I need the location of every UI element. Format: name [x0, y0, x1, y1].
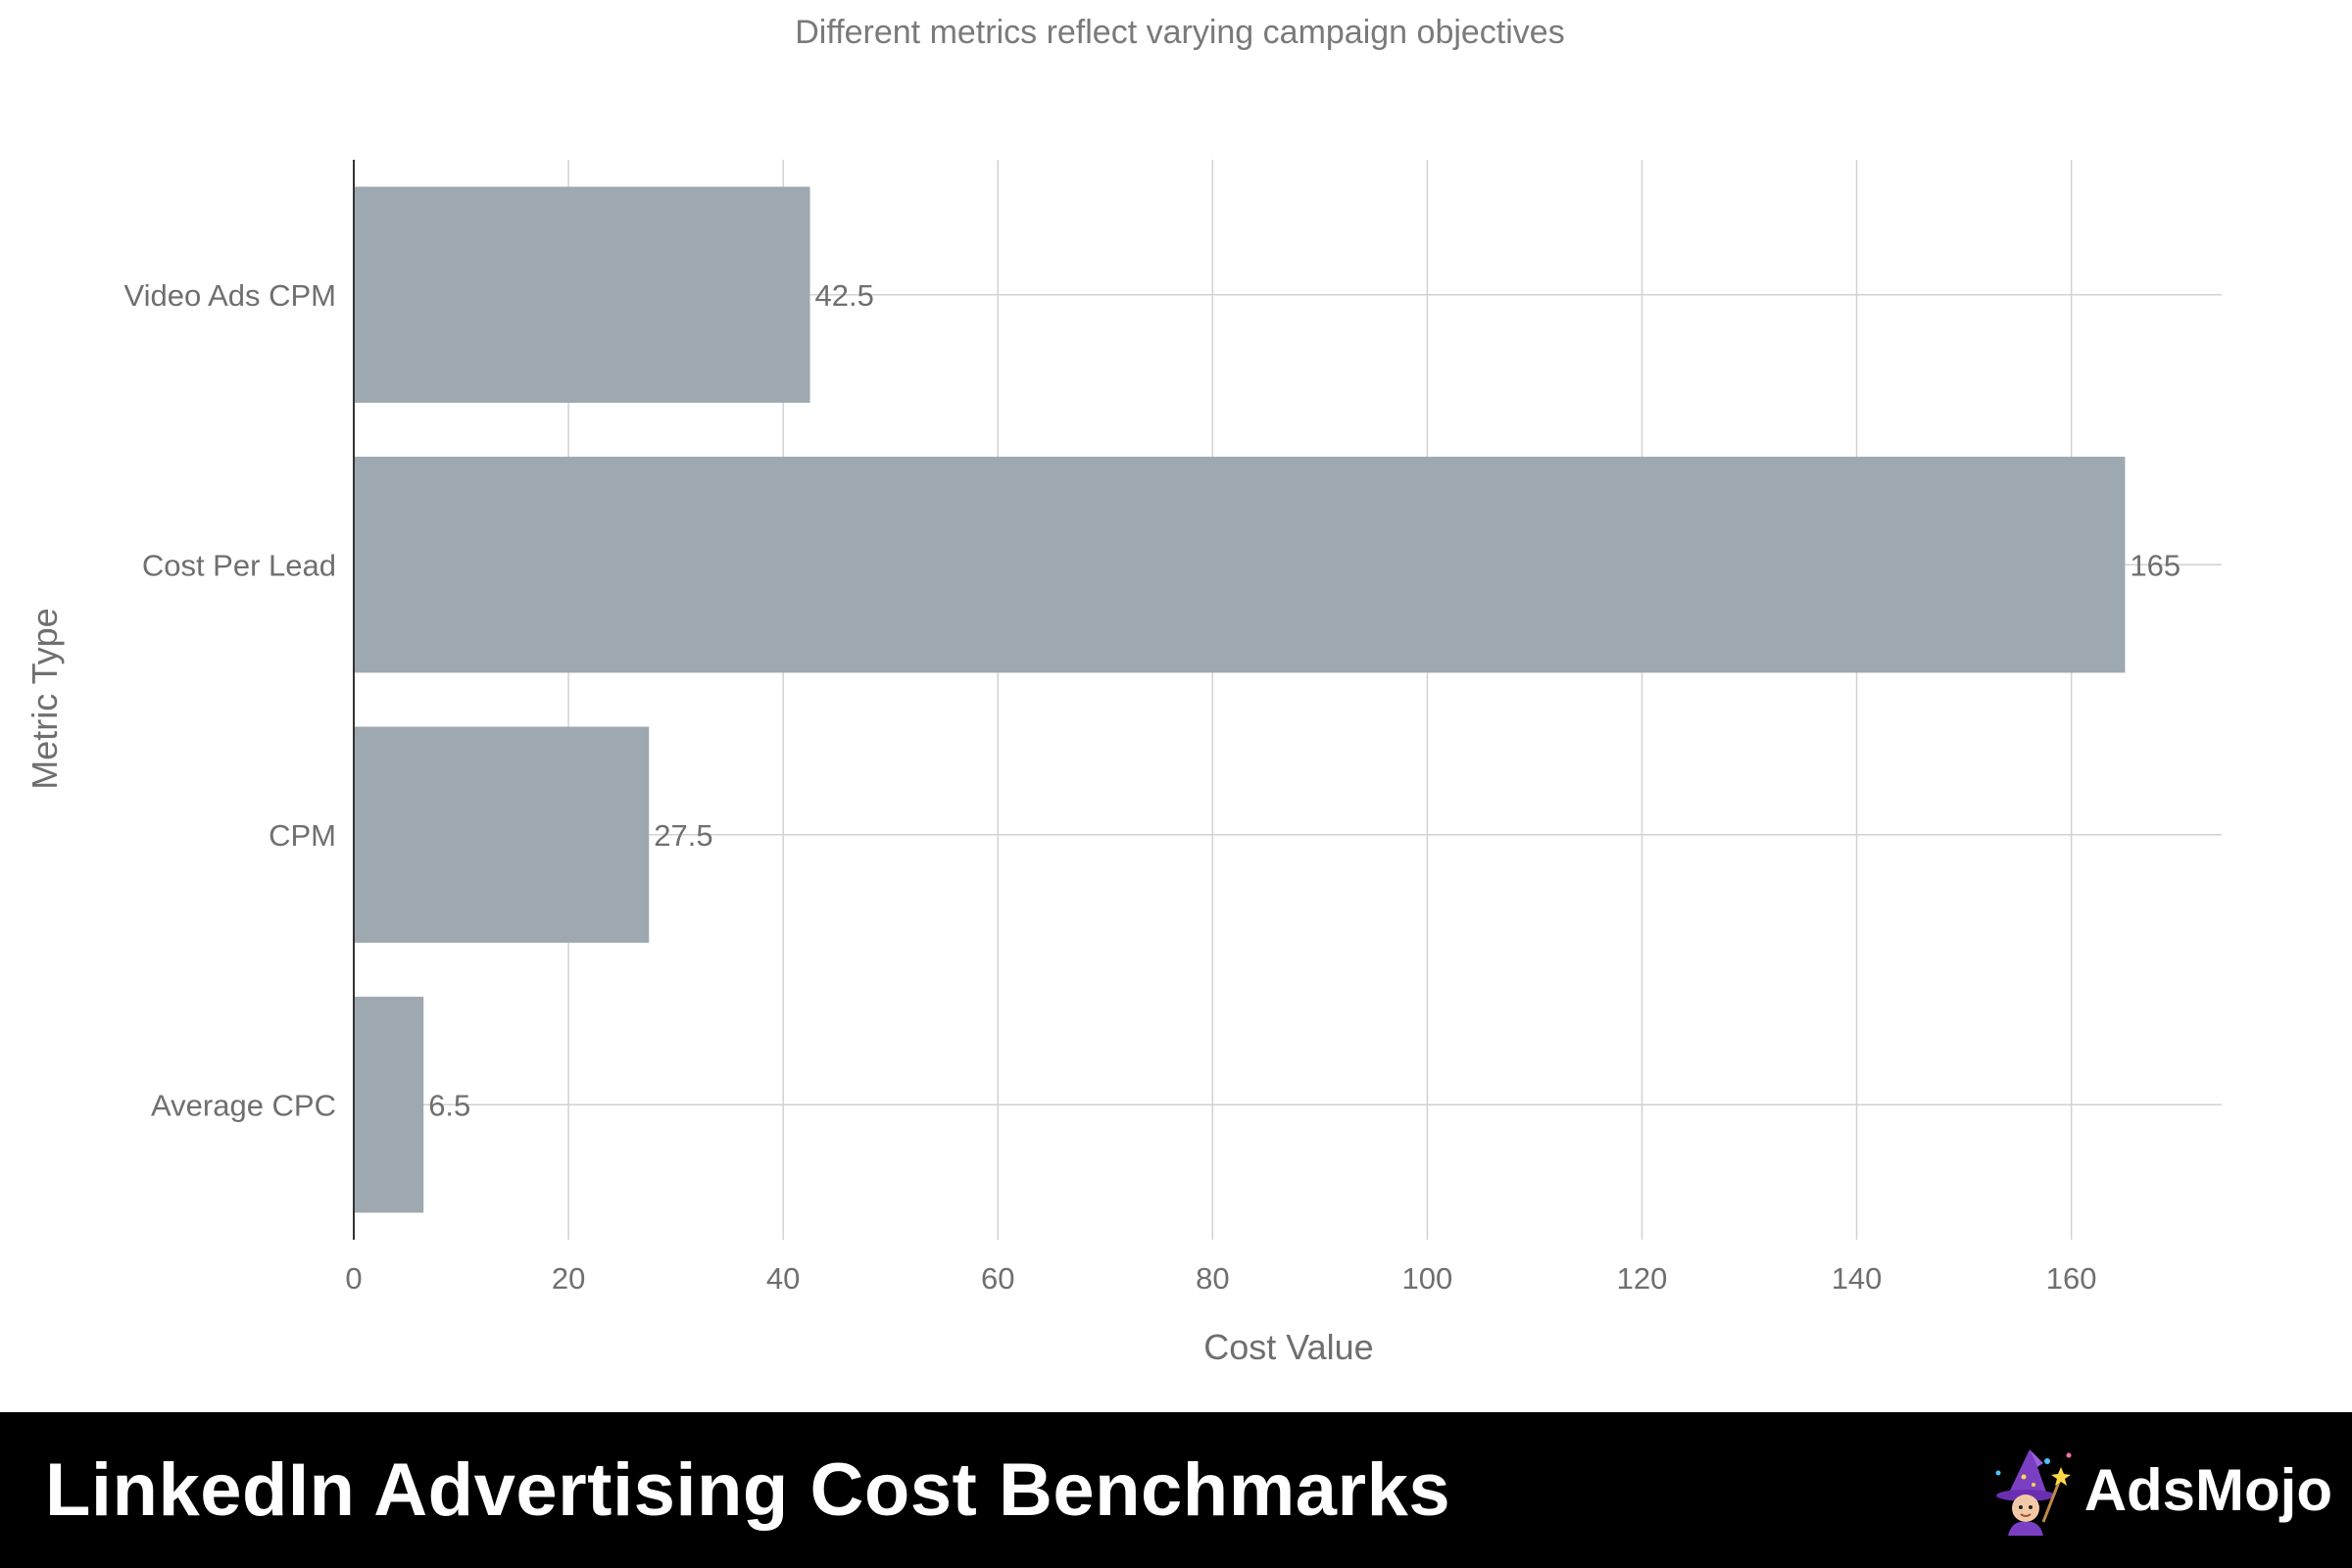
y-tick-label: Average CPC [151, 1088, 336, 1122]
y-axis-title: Metric Type [24, 608, 65, 789]
x-tick-label: 80 [1196, 1261, 1229, 1296]
bar [354, 186, 810, 403]
bar [354, 726, 650, 943]
data-label: 42.5 [815, 278, 874, 313]
labels: 0 20 40 60 80 100 120 140 160 Video Ads CPM 42.5 Co… [123, 278, 2180, 1296]
x-tick-label: 20 [552, 1261, 585, 1296]
brand: AdsMojo [1979, 1412, 2332, 1568]
x-axis-title: Cost Value [1203, 1327, 1373, 1367]
x-tick-label: 100 [1402, 1261, 1453, 1296]
x-tick-label: 0 [345, 1261, 362, 1296]
data-label: 27.5 [654, 818, 712, 853]
chart-subtitle: Different metrics reflect varying campai… [795, 14, 1564, 51]
x-tick-label: 140 [1832, 1261, 1883, 1296]
y-tick-label: Video Ads CPM [123, 278, 336, 313]
x-tick-label: 160 [2046, 1261, 2097, 1296]
footer-banner: LinkedIn Advertising Cost Benchmarks Ads… [0, 1412, 2352, 1568]
brand-name: AdsMojo [2083, 1457, 2332, 1523]
bar [354, 457, 2126, 673]
data-label: 6.5 [428, 1088, 470, 1122]
bars [354, 186, 2126, 1213]
bar [354, 997, 424, 1213]
bar-chart: Different metrics reflect varying campai… [24, 14, 2222, 1367]
x-tick-label: 120 [1617, 1261, 1668, 1296]
y-tick-label: CPM [269, 818, 336, 853]
footer-title: LinkedIn Advertising Cost Benchmarks [45, 1448, 1451, 1532]
x-tick-label: 40 [766, 1261, 800, 1296]
y-tick-label: Cost Per Lead [142, 548, 336, 582]
wizard-mascot-icon [1995, 1448, 2072, 1536]
x-tick-label: 60 [981, 1261, 1014, 1296]
data-label: 165 [2130, 548, 2180, 582]
